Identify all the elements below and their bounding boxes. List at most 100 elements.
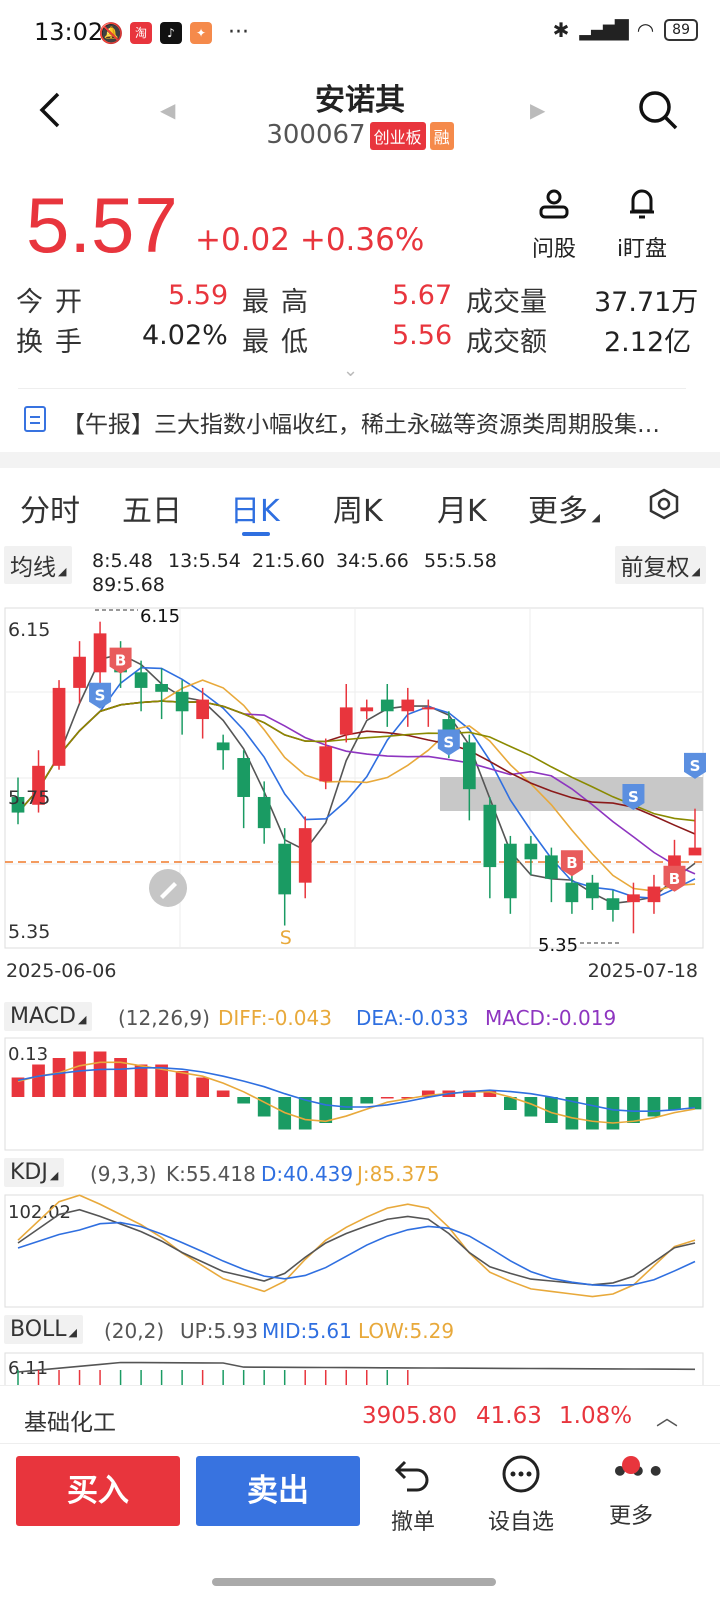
- signal-text: S: [443, 733, 454, 751]
- macd-bar: [155, 1064, 168, 1097]
- macd-value: MACD:-0.019: [485, 1006, 617, 1030]
- candle-body: [93, 633, 107, 673]
- ma-select-button[interactable]: 均线 ◢: [4, 546, 73, 584]
- news-ticker[interactable]: 【午报】三大指数小幅收红，稀土永磁等资源类周期股集…: [0, 392, 720, 448]
- macd-bar: [627, 1097, 640, 1123]
- cancel-order-button[interactable]: 撤单: [368, 1454, 458, 1536]
- candle-body: [134, 672, 148, 688]
- volume-value: 37.71万: [594, 287, 699, 318]
- add-favorite-button[interactable]: 设自选: [476, 1454, 566, 1536]
- tab-intraday[interactable]: 分时: [20, 494, 80, 529]
- kdj-k: K:55.418: [166, 1162, 256, 1186]
- tab-monthly-k[interactable]: 月K: [437, 494, 487, 529]
- boll-low: LOW:5.29: [358, 1319, 455, 1343]
- macd-params: (12,26,9): [118, 1006, 210, 1030]
- prev-stock-icon[interactable]: ◀: [160, 98, 176, 122]
- macd-bar: [421, 1090, 435, 1097]
- candle-body: [688, 847, 702, 856]
- stock-name: 安诺其: [315, 83, 405, 118]
- macd-bar: [401, 1097, 415, 1099]
- high-value: 5.67: [392, 280, 453, 311]
- signal-text: S: [95, 687, 106, 705]
- macd-bar: [196, 1077, 209, 1097]
- more-label: 更多: [608, 1504, 653, 1529]
- macd-bar: [237, 1097, 251, 1104]
- open-label: 今开: [16, 287, 94, 318]
- more-button[interactable]: ••• 更多: [586, 1454, 676, 1530]
- expand-stats-icon[interactable]: ⌄: [343, 360, 359, 381]
- next-stock-icon[interactable]: ▶: [530, 98, 546, 122]
- boll-up: UP:5.93: [180, 1319, 258, 1343]
- candle-body: [586, 882, 599, 899]
- back-icon[interactable]: [32, 90, 72, 130]
- kdj-header: KDJ ◢ (9,3,3) K:55.418 D:40.439 J:85.375: [0, 1156, 720, 1194]
- date-end: 2025-07-18: [587, 960, 698, 982]
- macd-bar: [93, 1051, 107, 1097]
- candles: [11, 621, 702, 934]
- macd-bar: [586, 1097, 599, 1130]
- macd-dea-line: [17, 1066, 696, 1113]
- ask-stock-button[interactable]: 问股: [514, 185, 594, 263]
- watch-button[interactable]: i盯盘: [602, 185, 682, 263]
- home-indicator[interactable]: [212, 1578, 496, 1586]
- macd-bar: [11, 1077, 25, 1097]
- candle-body: [278, 843, 292, 895]
- mute-icon: 🔕: [98, 20, 124, 45]
- signal-badge: [684, 752, 706, 779]
- kdj-select-button[interactable]: KDJ ◢: [4, 1158, 65, 1187]
- quote-stats: 今开 5.59 最高 5.67 成交量 37.71万 换手 4.02% 最低 5…: [0, 280, 720, 370]
- tab-more[interactable]: 更多 ◢: [528, 494, 600, 529]
- adjust-select-button[interactable]: 前复权 ◢: [614, 546, 706, 584]
- notification-badge: [622, 1456, 640, 1474]
- battery-icon: 89: [664, 19, 698, 41]
- boll-params: (20,2): [104, 1319, 165, 1343]
- sell-button[interactable]: 卖出: [196, 1456, 360, 1526]
- signal-text: B: [566, 854, 577, 872]
- chevron-up-icon[interactable]: ︿: [655, 1406, 678, 1431]
- bottom-action-bar: 买入 卖出 撤单 设自选 ••• 更多: [0, 1443, 720, 1553]
- macd-select-button[interactable]: MACD ◢: [4, 1002, 93, 1031]
- macd-bar: [606, 1097, 620, 1130]
- boll-up-line: [17, 1361, 696, 1373]
- macd-diff-line: [17, 1061, 696, 1124]
- signal-badge: [622, 783, 645, 810]
- divider: [18, 388, 686, 389]
- tab-daily-k[interactable]: 日K: [230, 494, 280, 529]
- macd-bar: [114, 1058, 127, 1097]
- macd-bar: [504, 1097, 517, 1110]
- signal-text: B: [115, 652, 126, 670]
- sector-bar[interactable]: 基础化工 3905.80 41.63 1.08% ︿: [0, 1385, 720, 1443]
- buy-button[interactable]: 买入: [16, 1456, 180, 1526]
- boll-select-button[interactable]: BOLL ◢: [4, 1315, 84, 1344]
- tiktok-icon: ♪: [160, 21, 182, 44]
- kdj-j-line: [17, 1194, 696, 1298]
- candle-body: [421, 707, 435, 710]
- macd-bar: [647, 1097, 661, 1117]
- candle-body: [483, 804, 497, 868]
- section-gap: [0, 452, 720, 468]
- macd-diff: DIFF:-0.043: [218, 1006, 332, 1030]
- macd-bar: [216, 1090, 230, 1097]
- search-icon[interactable]: [636, 88, 680, 132]
- kdj-d: D:40.439: [261, 1162, 354, 1186]
- macd-bar: [339, 1097, 353, 1110]
- tab-five-day[interactable]: 五日: [122, 494, 182, 529]
- high-label: 最高: [242, 287, 320, 318]
- person-icon: [539, 189, 569, 219]
- margin-tag: 融: [429, 121, 454, 150]
- signal-icon: ▂▄▆█: [579, 19, 628, 41]
- low-label: 最低: [242, 327, 320, 358]
- turnover-value: 4.02%: [142, 320, 228, 351]
- stock-header: 安诺其 ◀ ▶ 300067 创业板融: [0, 70, 720, 160]
- ma-legend: 均线 ◢ 8:5.48 13:5.54 21:5.60 34:5.66 55:5.…: [0, 542, 720, 602]
- bell-icon: [630, 189, 654, 219]
- chart-settings-icon[interactable]: [648, 488, 680, 520]
- status-bar: 13:02 🔕 淘 ♪ ✦ ··· ✱ ▂▄▆█ ◠ 89: [0, 0, 720, 70]
- macd-bar: [175, 1071, 189, 1097]
- tab-weekly-k[interactable]: 周K: [333, 494, 383, 529]
- taobao-icon: 淘: [130, 21, 152, 44]
- low-value: 5.56: [392, 320, 453, 351]
- volume-label: 成交量: [466, 287, 547, 318]
- status-right: ✱ ▂▄▆█ ◠ 89: [553, 18, 698, 42]
